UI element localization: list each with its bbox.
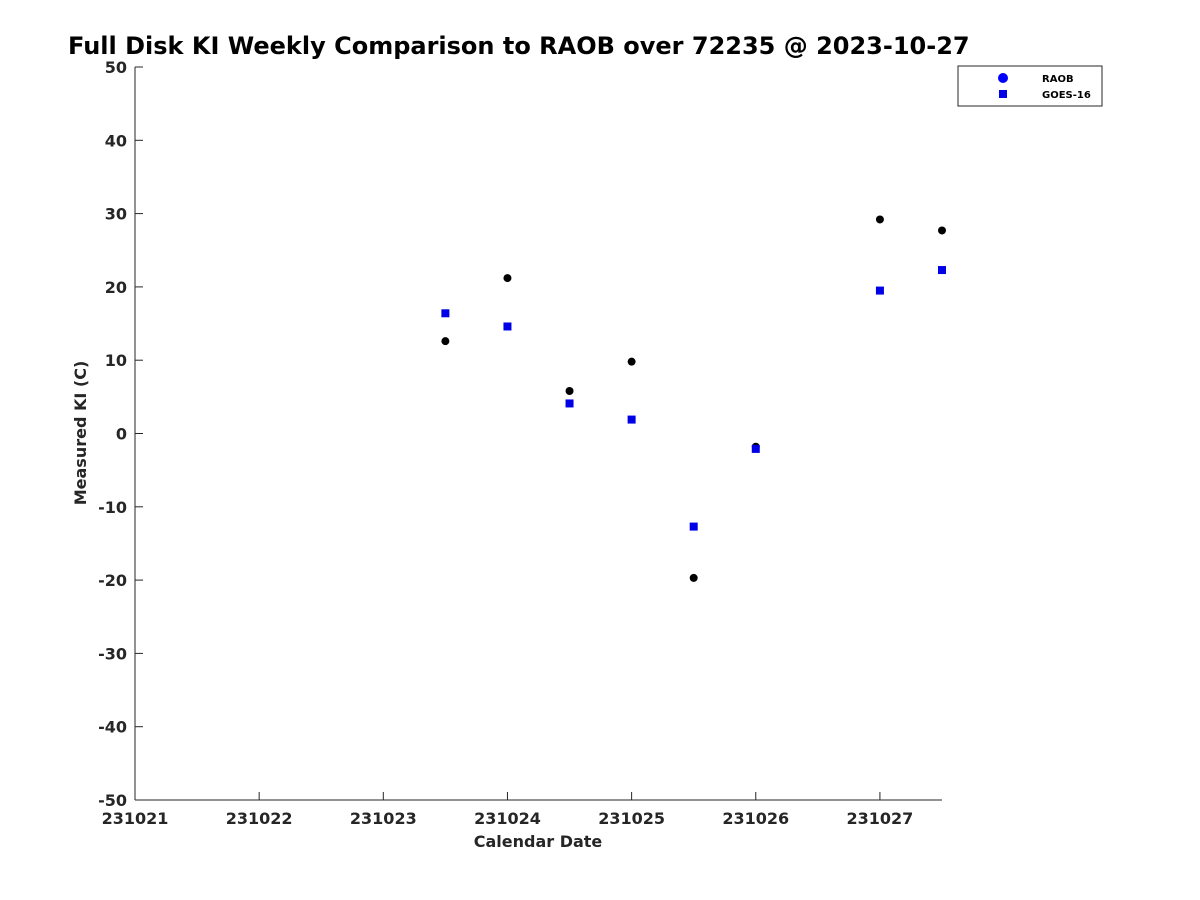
x-tick-label: 231024 (474, 809, 541, 828)
legend: RAOB GOES-16 (957, 65, 1103, 107)
y-tick-label: -20 (98, 571, 127, 590)
raob-point (441, 337, 450, 346)
y-tick-label: 20 (105, 278, 127, 297)
legend-marker-goes-16 (999, 90, 1007, 98)
x-tick-label: 231022 (226, 809, 293, 828)
x-axis-label: Calendar Date (474, 832, 603, 851)
y-axis: 50 40 30 20 10 0 -10 -20 -30 -40 -50 (98, 58, 143, 810)
legend-label-raob: RAOB (1042, 74, 1074, 85)
y-tick-label: -40 (98, 718, 127, 737)
raob-point (938, 226, 946, 235)
chart-title: Full Disk KI Weekly Comparison to RAOB o… (68, 32, 970, 60)
x-axis: 231021 231022 231023 231024 231025 231026 2310… (102, 792, 914, 828)
y-tick-label: -10 (98, 498, 127, 517)
legend-marker-raob (998, 73, 1008, 83)
data-points (441, 215, 946, 582)
goes-16-point (565, 399, 574, 408)
y-tick-label: 50 (105, 58, 127, 77)
y-axis-label: Measured KI (C) (71, 361, 90, 506)
y-tick-label: -30 (98, 644, 127, 663)
x-tick-label: 231023 (350, 809, 417, 828)
raob-point (627, 357, 636, 366)
goes-16-point (627, 415, 636, 424)
legend-label-goes-16: GOES-16 (1042, 90, 1091, 101)
goes-16-point (503, 322, 512, 331)
legend-box (957, 65, 1103, 107)
x-tick-label: 231025 (598, 809, 665, 828)
x-tick-label: 231026 (722, 809, 789, 828)
goes-16-point (938, 266, 946, 275)
x-tick-label: 231027 (847, 809, 914, 828)
y-tick-label: -50 (98, 791, 127, 810)
goes-16-point (751, 444, 760, 453)
x-tick-label: 231021 (102, 809, 169, 828)
y-tick-label: 0 (116, 425, 127, 444)
raob-point (565, 386, 574, 395)
y-tick-label: 40 (105, 131, 127, 150)
raob-point (689, 573, 698, 582)
y-tick-label: 10 (105, 351, 127, 370)
raob-point (875, 215, 884, 224)
goes-16-point (689, 522, 698, 531)
raob-point (503, 274, 512, 283)
goes-16-point (441, 309, 450, 318)
goes-16-point (875, 286, 884, 295)
y-tick-label: 30 (105, 205, 127, 224)
